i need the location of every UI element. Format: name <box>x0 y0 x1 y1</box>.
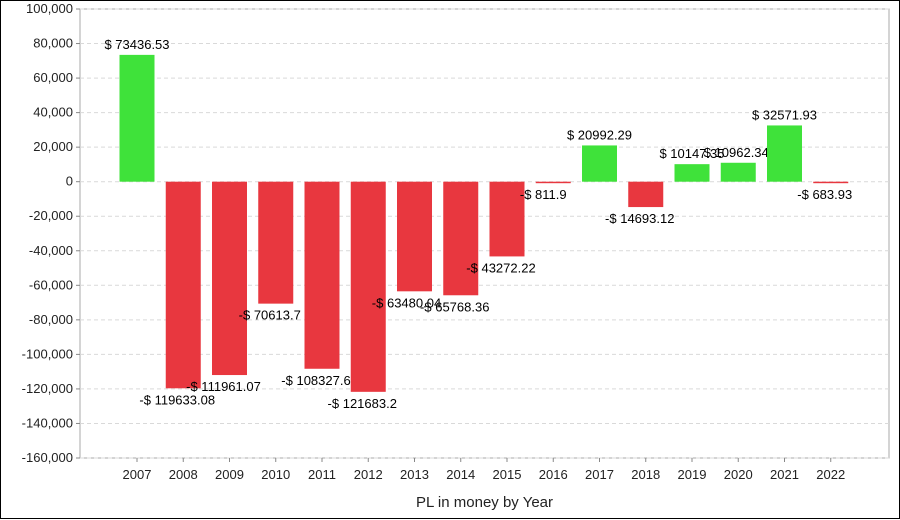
x-tick-label: 2008 <box>169 467 198 482</box>
x-tick-label: 2014 <box>446 467 475 482</box>
data-label: -$ 65768.36 <box>420 299 489 314</box>
bar-2007 <box>119 54 155 182</box>
data-label: -$ 14693.12 <box>605 211 674 226</box>
bar-2018 <box>628 181 664 208</box>
x-axis-title: PL in money by Year <box>416 494 553 511</box>
x-tick-label: 2022 <box>816 467 845 482</box>
y-tick-label: -60,000 <box>29 277 73 292</box>
data-label: -$ 111961.07 <box>186 379 261 394</box>
data-label: -$ 121683.2 <box>328 396 397 411</box>
data-label: -$ 70613.7 <box>239 308 301 323</box>
bar-2013 <box>397 181 432 292</box>
y-tick-label: -80,000 <box>29 312 73 327</box>
data-label: $ 10147.35 <box>659 146 724 161</box>
bar-2016 <box>535 181 571 184</box>
y-tick-label: 40,000 <box>33 105 73 120</box>
x-tick-label: 2021 <box>770 467 799 482</box>
bar-2017 <box>582 145 617 182</box>
data-label: -$ 119633.08 <box>139 392 215 407</box>
data-label: -$ 63480.04 <box>372 295 441 310</box>
x-tick-label: 2015 <box>493 467 522 482</box>
bar-2011 <box>304 181 340 369</box>
bar-2010 <box>258 181 294 304</box>
data-label: $ 10962.34 <box>704 145 769 160</box>
x-tick-label: 2016 <box>539 467 568 482</box>
bar-2014 <box>443 181 479 296</box>
data-label: $ 73436.53 <box>104 37 169 52</box>
bar-2021 <box>767 125 802 182</box>
bar-2022 <box>813 181 849 184</box>
y-tick-label: -160,000 <box>22 450 73 465</box>
y-tick-label: -100,000 <box>22 346 73 361</box>
data-label: -$ 43272.22 <box>466 260 535 275</box>
data-label: -$ 108327.6 <box>281 373 350 388</box>
bar-2009 <box>212 181 247 376</box>
y-tick-label: -120,000 <box>22 381 73 396</box>
y-tick-label: -140,000 <box>22 415 73 430</box>
x-tick-label: 2018 <box>631 467 660 482</box>
x-tick-label: 2007 <box>123 467 152 482</box>
data-label: -$ 811.9 <box>520 187 567 202</box>
x-tick-label: 2020 <box>724 467 753 482</box>
x-tick-label: 2019 <box>678 467 707 482</box>
y-tick-label: 80,000 <box>33 36 73 51</box>
bar-2019 <box>674 164 710 182</box>
x-tick-label: 2012 <box>354 467 383 482</box>
data-label: -$ 683.93 <box>797 187 852 202</box>
x-tick-label: 2009 <box>215 467 244 482</box>
x-tick-label: 2017 <box>585 467 614 482</box>
y-tick-label: -40,000 <box>29 243 73 258</box>
data-label: $ 32571.93 <box>752 107 817 122</box>
x-tick-label: 2010 <box>261 467 290 482</box>
data-label: $ 20992.29 <box>567 127 632 142</box>
bar-2012 <box>350 181 386 392</box>
x-tick-label: 2013 <box>400 467 429 482</box>
bar-2015 <box>489 181 525 257</box>
bar-2008 <box>165 181 201 389</box>
bar-2020 <box>720 162 756 182</box>
y-tick-label: 60,000 <box>33 70 73 85</box>
y-tick-label: 100,000 <box>26 1 73 16</box>
y-tick-label: -20,000 <box>29 208 73 223</box>
y-tick-label: 0 <box>66 174 73 189</box>
y-tick-label: 20,000 <box>33 139 73 154</box>
x-tick-label: 2011 <box>308 467 336 482</box>
